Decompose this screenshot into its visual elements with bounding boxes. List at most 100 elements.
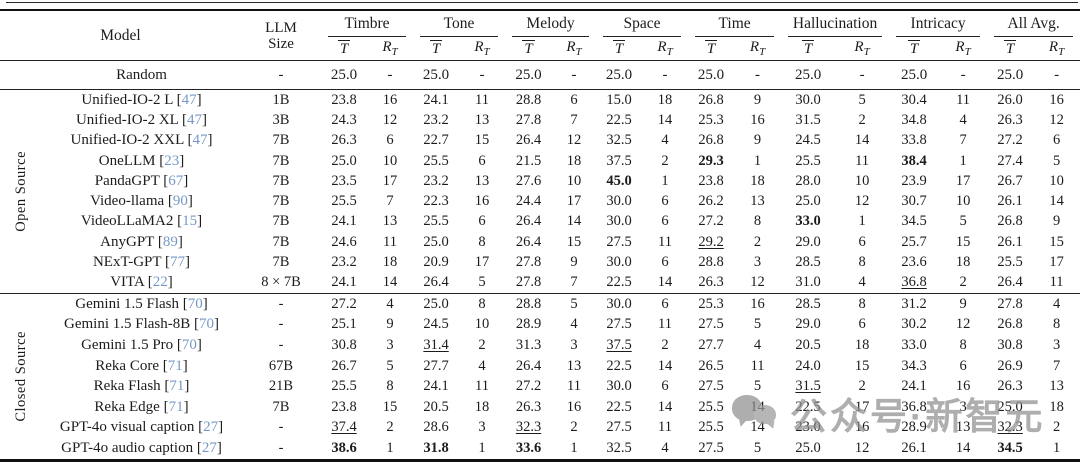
metric-value: 16: [566, 398, 582, 415]
metric-value: 23.2: [331, 254, 357, 271]
rank-cell: 11: [459, 376, 505, 397]
metric-value: 11: [567, 378, 582, 395]
metric-cell: 36.8: [889, 273, 939, 294]
metric-cell: 22.3: [413, 191, 459, 211]
metric-value: 12: [854, 439, 870, 456]
rank-cell: 8: [459, 293, 505, 314]
metric-value: 3: [959, 398, 967, 415]
citation-link[interactable]: 23: [164, 152, 180, 169]
metric-value: 20.9: [423, 254, 449, 271]
citation-link[interactable]: 27: [201, 439, 217, 456]
llm-size-cell: 8 × 7B: [261, 274, 301, 291]
citation-link[interactable]: 71: [167, 357, 183, 374]
rank-cell: 11: [1033, 273, 1080, 294]
rank-cell: 16: [734, 293, 781, 314]
citation-link[interactable]: 15: [182, 213, 198, 230]
metric-value: 26.2: [698, 193, 724, 210]
rank-cell: 7: [939, 131, 987, 151]
model-name: GPT-4o audio caption: [61, 439, 194, 456]
metric-value: 6: [661, 193, 669, 210]
group-rule: [695, 35, 775, 37]
citation-link[interactable]: 27: [203, 419, 219, 436]
citation-link[interactable]: 47: [181, 91, 197, 108]
metric-value: 26.4: [515, 233, 542, 250]
citation-link[interactable]: 67: [168, 172, 184, 189]
rank-cell: 16: [459, 191, 505, 211]
rank-cell: 14: [642, 273, 688, 294]
metric-cell: 25.0: [889, 61, 939, 90]
rank-cell: 7: [1033, 356, 1080, 377]
citation-link[interactable]: 77: [170, 254, 186, 271]
rank-cell: 11: [552, 376, 596, 397]
metric-value: 3: [386, 336, 394, 353]
rank-cell: 6: [367, 131, 413, 151]
metric-cell: 26.3: [987, 110, 1033, 130]
rank-cell: 12: [552, 131, 596, 151]
metric-value: 31.2: [901, 295, 927, 312]
metric-value: 25.5: [698, 419, 724, 436]
metric-value: 5: [858, 91, 866, 108]
metric-value: 28.0: [795, 172, 821, 189]
citation-link[interactable]: 70: [199, 316, 214, 333]
metric-value: 11: [956, 91, 971, 108]
rank-symbol: RT: [566, 39, 582, 58]
metric-cell: 30.0: [596, 212, 642, 232]
metric-value: 11: [475, 91, 489, 108]
metric-value: 18: [657, 91, 673, 108]
mean-symbol: T: [801, 39, 815, 57]
metric-value: 5: [386, 357, 394, 374]
metric-cell: 30.8: [987, 335, 1033, 356]
metric-value: 27.8: [515, 254, 542, 271]
citation-link[interactable]: 47: [192, 132, 208, 149]
metric-value: 33.8: [901, 132, 927, 149]
metric-cell: 22.5: [596, 397, 642, 418]
rank-cell: 2: [835, 110, 889, 130]
rank-symbol: RT: [474, 39, 490, 58]
citation-link[interactable]: 47: [187, 111, 203, 128]
metric-value: 8: [478, 295, 486, 312]
metric-value: 5: [753, 316, 762, 333]
citation-link[interactable]: 71: [169, 378, 185, 395]
metric-cell: 38.6: [321, 438, 367, 460]
metric-cell: 25.0: [987, 397, 1033, 418]
metric-value: 13: [750, 193, 765, 210]
rank-cell: 5: [734, 315, 781, 336]
metric-value: 30.0: [606, 254, 632, 271]
rank-cell: 9: [734, 90, 781, 111]
metric-value: 12: [566, 132, 582, 149]
metric-value: 22.5: [606, 274, 632, 291]
citation-link[interactable]: 70: [187, 295, 203, 312]
rank-cell: 6: [459, 212, 505, 232]
citation-link[interactable]: 70: [181, 336, 197, 353]
rank-cell: 2: [835, 376, 889, 397]
metric-value: 4: [478, 357, 486, 374]
group-rule: [420, 35, 499, 37]
table-row: OneLLM [23] 7B 25.0 10 25.5 6 21.5 18 37.5 2 29.3 1…: [0, 151, 1080, 171]
metric-cell: 23.6: [889, 252, 939, 272]
column-header-rank: RT: [367, 37, 413, 61]
model-name: Video-llama: [90, 193, 165, 210]
metric-value: 7: [386, 193, 394, 210]
metric-value: 14: [657, 274, 673, 291]
column-header-mean-score: T: [688, 37, 734, 61]
rank-cell: 10: [835, 171, 889, 191]
metric-cell: 28.8: [688, 252, 734, 272]
metric-value: 29.3: [698, 152, 724, 169]
citation-link[interactable]: 22: [152, 274, 168, 291]
metric-cell: 25.0: [781, 438, 835, 460]
rank-cell: 16: [552, 397, 596, 418]
rank-symbol: RT: [657, 39, 673, 58]
metric-value: 7: [1052, 357, 1061, 374]
metric-cell: 30.0: [596, 376, 642, 397]
metric-value: 25.5: [331, 378, 357, 395]
citation-link[interactable]: 89: [162, 233, 178, 250]
metric-value: 13: [474, 111, 490, 128]
metric-cell: 31.2: [889, 293, 939, 314]
metric-cell: 25.5: [413, 212, 459, 232]
rank-cell: 11: [642, 232, 688, 252]
metric-cell: 25.0: [781, 191, 835, 211]
citation-link[interactable]: 90: [172, 193, 188, 210]
citation-link[interactable]: 71: [168, 398, 184, 415]
metric-value: 1: [858, 213, 866, 230]
metric-cell: 32.5: [596, 131, 642, 151]
